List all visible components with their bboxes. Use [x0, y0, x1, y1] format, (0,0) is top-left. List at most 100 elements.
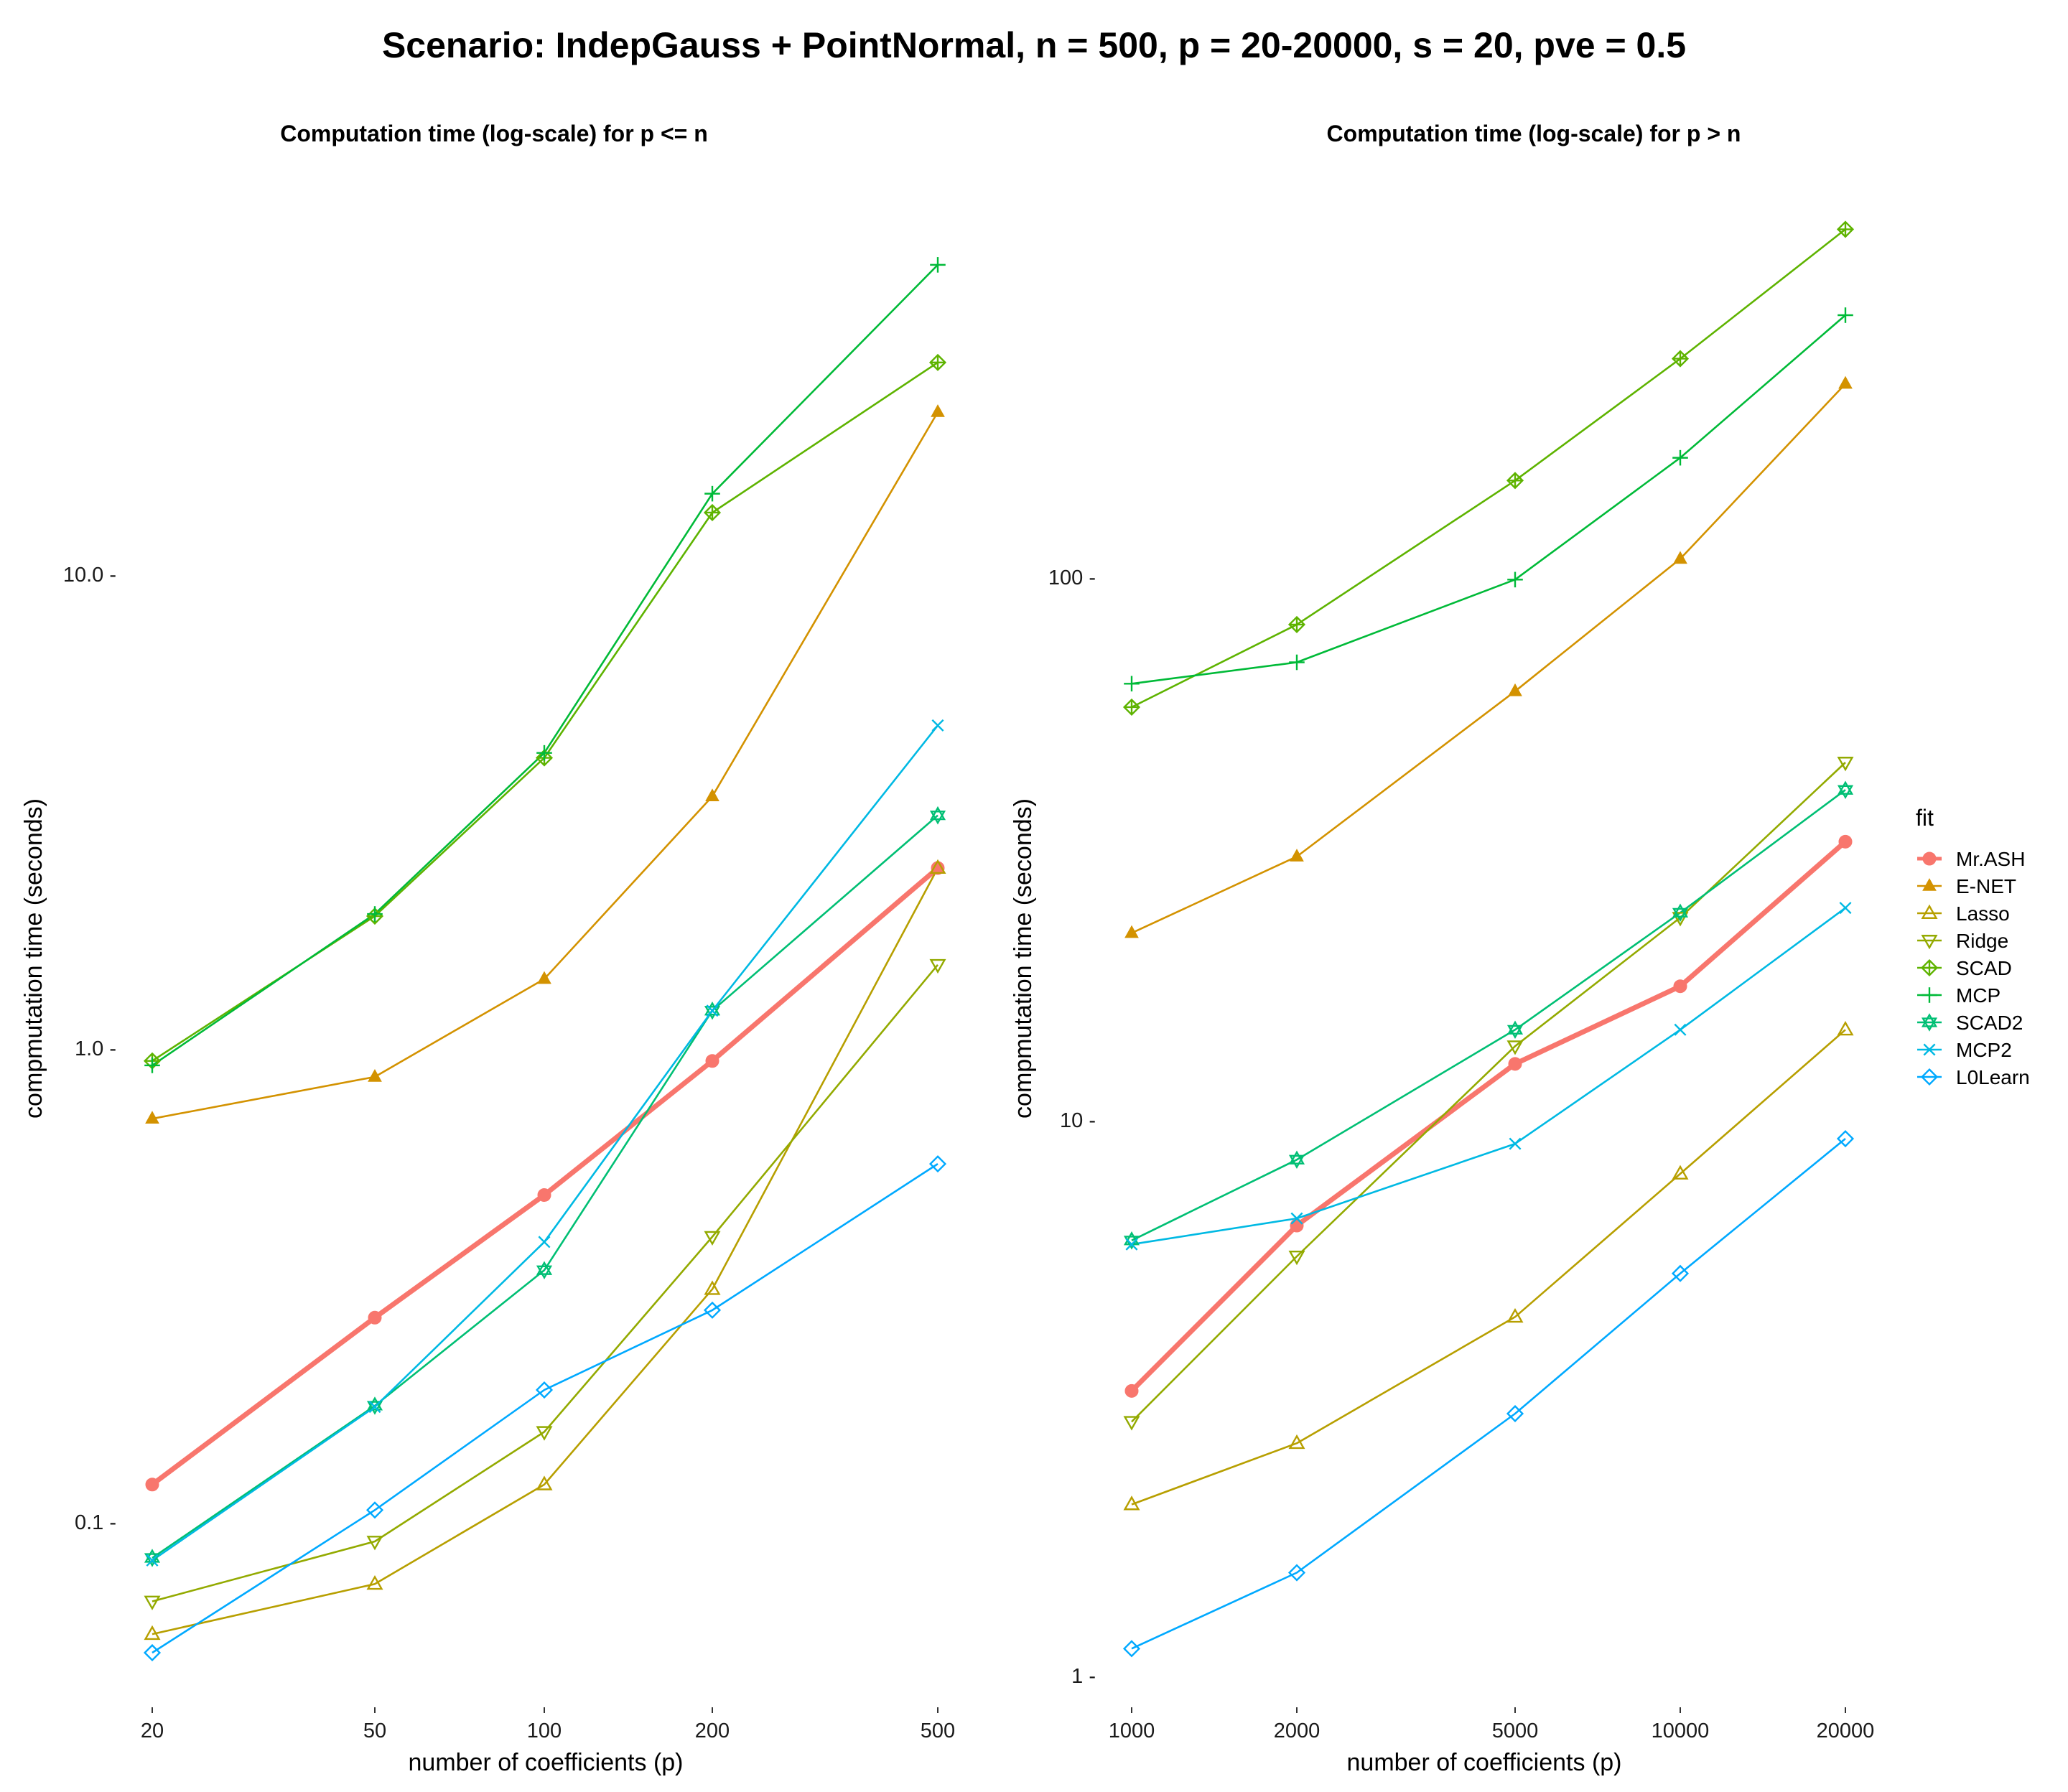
legend-title: fit [1916, 805, 1934, 831]
left-point-l0learn [143, 1643, 162, 1662]
legend-item: Mr.ASH [1917, 848, 2025, 870]
right-y-tick-label: 100 - [1048, 566, 1096, 589]
right-series [1122, 220, 1855, 1658]
right-point-mr-ash [1673, 979, 1687, 994]
left-point-mr-ash [368, 1310, 382, 1325]
right-x-tick-label: 5000 [1492, 1719, 1539, 1742]
legend-swatch-marker [1922, 987, 1937, 1003]
chart-title: Scenario: IndepGauss + PointNormal, n = … [382, 25, 1686, 65]
left-point-l0learn [365, 1501, 384, 1519]
legend-item: Ridge [1917, 930, 2008, 952]
left-y-tick-label: 1.0 - [75, 1037, 116, 1060]
right-point-scad [1506, 472, 1524, 490]
left-panel-title: Computation time (log-scale) for p <= n [280, 121, 708, 146]
left-point-mcp2 [368, 1401, 381, 1414]
right-point-lasso [1123, 1495, 1140, 1511]
left-point-mcp2 [146, 1554, 159, 1567]
left-point-l0learn [535, 1381, 554, 1399]
left-x-tick-label: 200 [695, 1719, 730, 1742]
right-point-scad2 [1506, 1020, 1524, 1040]
right-point-l0learn [1836, 1129, 1855, 1148]
left-y-axis-label: compmutation time (seconds) [20, 798, 47, 1119]
right-x-ticks: 1000 2000 5000 10000 20000 [1109, 1707, 1875, 1742]
legend-label: MCP2 [1956, 1039, 2012, 1061]
right-point-lasso [1288, 1434, 1305, 1450]
right-x-tick-label: 2000 [1274, 1719, 1321, 1742]
left-point-mcp [704, 485, 720, 502]
right-point-mcp2 [1839, 902, 1852, 915]
right-point-l0learn [1506, 1404, 1524, 1423]
legend-item: Lasso [1917, 902, 2010, 925]
left-point-ridge [536, 1426, 553, 1441]
right-point-mcp2 [1125, 1238, 1138, 1251]
left-point-ridge [704, 1231, 721, 1246]
right-y-axis-label: compmutation time (seconds) [1010, 798, 1037, 1119]
left-point-lasso [704, 1280, 721, 1295]
left-x-tick-label: 500 [921, 1719, 955, 1742]
legend-item: E-NET [1917, 875, 2016, 897]
right-point-mcp2 [1674, 1023, 1687, 1036]
left-point-mcp [144, 1058, 160, 1073]
right-point-mcp [1124, 676, 1140, 692]
legend-label: Ridge [1956, 930, 2008, 952]
left-x-ticks: 20 50 100 200 500 [141, 1707, 955, 1742]
legend-label: SCAD2 [1956, 1012, 2023, 1034]
left-point-ridge [144, 1595, 161, 1610]
right-series-line-ridge [1131, 762, 1846, 1423]
left-point-e-net [705, 788, 719, 802]
left-point-scad [928, 353, 947, 371]
right-point-ridge [1288, 1251, 1305, 1266]
left-y-ticks: 0.1 - 1.0 - 10.0 - [63, 564, 116, 1534]
right-point-lasso [1672, 1165, 1689, 1180]
right-point-scad [1287, 615, 1306, 633]
left-point-mcp2 [538, 1236, 551, 1249]
right-point-e-net [1508, 683, 1522, 696]
legend-label: E-NET [1956, 875, 2016, 897]
right-series-line-scad2 [1131, 789, 1846, 1241]
right-point-l0learn [1287, 1564, 1306, 1582]
right-point-scad2 [1672, 903, 1689, 923]
right-point-mcp2 [1290, 1212, 1303, 1225]
right-series-line-lasso [1131, 1029, 1846, 1506]
right-point-mr-ash [1508, 1057, 1522, 1071]
left-point-scad2 [704, 1001, 721, 1020]
left-point-lasso [929, 859, 946, 874]
left-x-axis-label: number of coefficients (p) [409, 1749, 684, 1776]
right-point-scad [1836, 220, 1855, 238]
left-panel: Computation time (log-scale) for p <= n … [20, 121, 955, 1776]
right-point-scad2 [1288, 1150, 1305, 1170]
left-point-lasso [536, 1475, 553, 1490]
left-point-mcp [930, 257, 946, 273]
right-point-mcp2 [1509, 1137, 1522, 1150]
legend-label: MCP [1956, 984, 2001, 1007]
right-point-mcp [1507, 571, 1523, 588]
right-x-tick-label: 20000 [1817, 1719, 1875, 1742]
left-series-line-ridge [152, 963, 939, 1602]
left-point-lasso [366, 1574, 383, 1590]
left-series-line-l0learn [152, 1163, 938, 1654]
right-series-line-l0learn [1131, 1137, 1846, 1650]
right-point-lasso [1506, 1307, 1524, 1323]
left-point-ridge [366, 1536, 383, 1551]
right-panel: Computation time (log-scale) for p > n n… [1010, 121, 1874, 1776]
left-point-l0learn [703, 1301, 722, 1319]
right-y-ticks: 1 - 10 - 100 - [1048, 566, 1096, 1688]
left-point-mcp2 [931, 719, 944, 732]
right-point-mcp [1289, 654, 1305, 671]
left-point-lasso [144, 1625, 161, 1641]
legend-label: SCAD [1956, 957, 2012, 979]
right-point-ridge [1506, 1040, 1524, 1055]
legend-label: Lasso [1956, 902, 2010, 925]
legend-swatch-marker [1920, 1068, 1939, 1086]
right-point-e-net [1838, 375, 1853, 389]
right-point-e-net [1290, 849, 1304, 862]
left-point-mr-ash [537, 1187, 551, 1202]
legend: fit Mr.ASH E-NET Lasso Ridge SCAD MCP SCAD2 MCP… [1916, 805, 2030, 1088]
right-point-ridge [1837, 757, 1854, 772]
legend-swatch-marker [1921, 935, 1938, 950]
legend-label: L0Learn [1956, 1066, 2030, 1088]
left-point-e-net [368, 1068, 382, 1082]
legend-item: L0Learn [1917, 1066, 2030, 1088]
left-point-scad2 [929, 806, 946, 825]
right-point-mr-ash [1124, 1383, 1139, 1398]
